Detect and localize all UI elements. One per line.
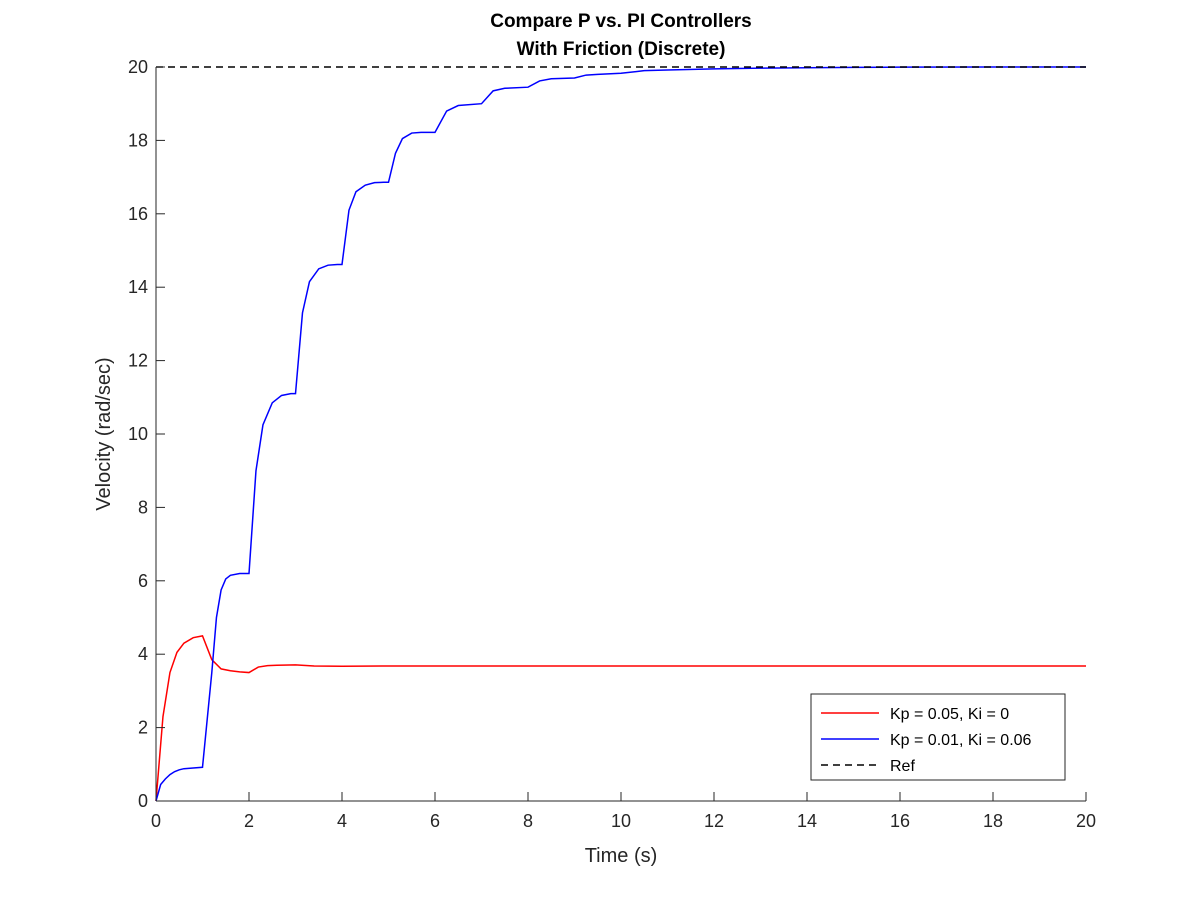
- x-tick-label: 18: [983, 811, 1003, 831]
- x-tick-label: 20: [1076, 811, 1096, 831]
- x-tick-label: 10: [611, 811, 631, 831]
- y-tick-label: 20: [128, 57, 148, 77]
- y-tick-label: 12: [128, 351, 148, 371]
- axes-layer: 0 2 4 6 8 10 12 14 16 18 20 0 2 4 6 8 10 12 14 16 18 20: [128, 57, 1096, 831]
- chart-title: Compare P vs. PI Controllers: [490, 11, 752, 32]
- series-layer: [155, 66, 1086, 802]
- x-tick-label: 8: [523, 811, 533, 831]
- x-tick-label: 2: [244, 811, 254, 831]
- y-axis-label: Velocity (rad/sec): [93, 357, 115, 510]
- x-tick-label: 16: [890, 811, 910, 831]
- legend: Kp = 0.05, Ki = 0 Kp = 0.01, Ki = 0.06 R…: [810, 693, 1066, 781]
- legend-label-pi-controller: Kp = 0.01, Ki = 0.06: [890, 732, 1032, 749]
- x-tick-label: 0: [151, 811, 161, 831]
- legend-box: [810, 693, 1066, 781]
- y-tick-label: 6: [138, 571, 148, 591]
- y-tick-label: 16: [128, 204, 148, 224]
- y-tick-label: 2: [138, 718, 148, 738]
- y-tick-label: 8: [138, 497, 148, 517]
- y-tick-label: 10: [128, 424, 148, 444]
- legend-label-p-controller: Kp = 0.05, Ki = 0: [890, 706, 1009, 723]
- x-tick-label: 14: [797, 811, 817, 831]
- y-tick-label: 18: [128, 130, 148, 150]
- x-tick-label: 4: [337, 811, 347, 831]
- legend-label-ref: Ref: [890, 758, 915, 775]
- x-tick-label: 12: [704, 811, 724, 831]
- y-tick-label: 0: [138, 791, 148, 811]
- y-tick-label: 4: [138, 644, 148, 664]
- y-tick-label: 14: [128, 277, 148, 297]
- series-line-0: [155, 634, 1086, 802]
- plot-area: [156, 67, 1086, 801]
- series-line-1: [155, 66, 1086, 802]
- chart-subtitle: With Friction (Discrete): [517, 39, 726, 60]
- x-tick-label: 6: [430, 811, 440, 831]
- x-axis-label: Time (s): [585, 845, 658, 867]
